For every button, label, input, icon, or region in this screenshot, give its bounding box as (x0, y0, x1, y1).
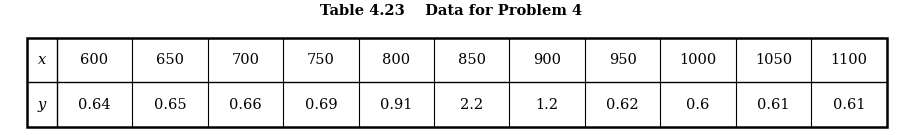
Text: 2.2: 2.2 (460, 98, 483, 112)
Text: Table 4.23    Data for Problem 4: Table 4.23 Data for Problem 4 (320, 4, 582, 18)
Text: 0.61: 0.61 (758, 98, 790, 112)
Text: y: y (38, 98, 46, 112)
Text: 0.61: 0.61 (833, 98, 865, 112)
Text: 0.64: 0.64 (78, 98, 111, 112)
Bar (27, 38, 887, 127)
Text: 0.69: 0.69 (305, 98, 337, 112)
Text: 800: 800 (382, 53, 410, 67)
Text: 900: 900 (533, 53, 561, 67)
Text: 0.66: 0.66 (229, 98, 262, 112)
Text: 600: 600 (80, 53, 108, 67)
Text: 850: 850 (457, 53, 486, 67)
Text: 1050: 1050 (755, 53, 792, 67)
Text: 1100: 1100 (831, 53, 868, 67)
Text: 0.6: 0.6 (686, 98, 710, 112)
Text: 650: 650 (156, 53, 184, 67)
Text: 950: 950 (609, 53, 637, 67)
Text: 0.65: 0.65 (153, 98, 187, 112)
Text: x: x (38, 53, 46, 67)
Text: 0.91: 0.91 (380, 98, 412, 112)
Text: 700: 700 (232, 53, 260, 67)
Text: 750: 750 (307, 53, 335, 67)
Text: 1000: 1000 (679, 53, 717, 67)
Text: 0.62: 0.62 (606, 98, 639, 112)
Text: 1.2: 1.2 (536, 98, 558, 112)
